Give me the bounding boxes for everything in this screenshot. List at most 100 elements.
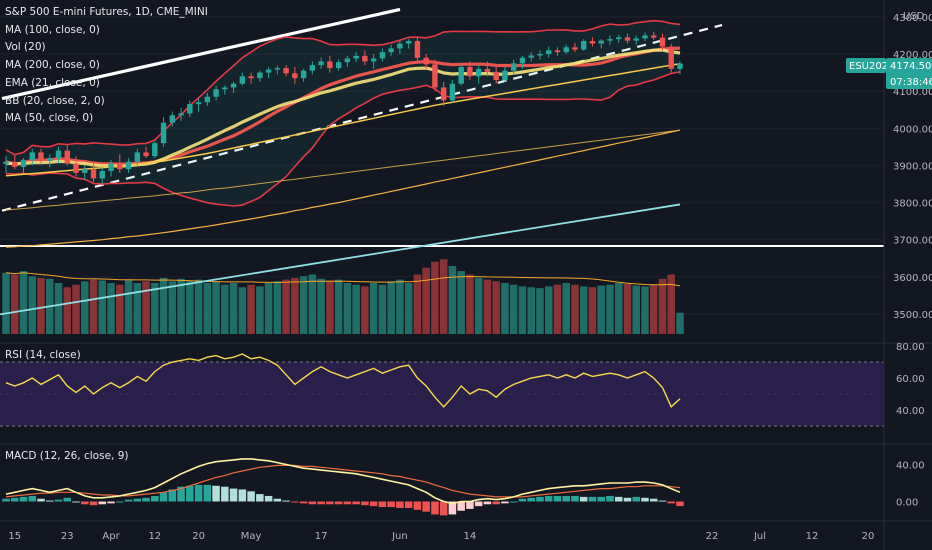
candlesticks[interactable] [3,31,683,184]
volume-bar [63,287,72,334]
indicator-ema21[interactable]: EMA (21, close, 0) [5,76,100,89]
volume-bar [658,278,667,334]
volume-bar [299,276,308,334]
macd-histogram-bar [107,501,115,504]
indicator-ma200[interactable]: MA (200, close, 0) [5,59,100,72]
candle-body [545,50,552,54]
date-tick: Jun [391,531,408,542]
candle-body [248,76,254,79]
macd-histogram-bar [2,498,10,502]
candle-body [405,41,412,44]
indicator-ma50[interactable]: MA (50, close, 0) [5,112,94,125]
volume-bar [221,284,229,334]
candle-body [668,46,674,69]
candle-body [187,104,193,114]
volume-ma-line [5,272,681,287]
candle-body [73,163,79,173]
macd-histogram-bar [501,501,509,504]
upper-trendline [1,7,401,101]
candle-body [12,161,18,167]
price-tick: 4100.00 [893,87,932,98]
macd-histogram-bar [352,501,360,505]
macd-line [5,458,681,505]
macd-histogram-bar [562,495,570,502]
macd-histogram-bar [632,496,640,502]
candle-body [108,163,114,171]
indicator-bb[interactable]: BB (20, close, 2, 0) [5,94,105,107]
macd-histogram-bar [606,495,614,502]
macd-histogram-bar [492,501,500,505]
macd-histogram-bar [177,486,185,502]
rsi-pane-label[interactable]: RSI (14, close) [5,349,81,361]
trendlines[interactable] [0,7,884,316]
candle-body [440,87,447,101]
macd-pane-label[interactable]: MACD (12, 26, close, 9) [5,450,129,462]
candle-body [143,152,149,157]
volume-bar [10,274,19,334]
macd-histogram-bar [448,501,457,515]
candle-body [353,55,359,59]
macd-histogram-bar [422,501,430,512]
macd-histogram-bar [168,489,177,502]
volume-bar [107,283,115,334]
candle-body [537,54,543,56]
date-tick: 12 [806,531,819,542]
volume-bar [81,281,89,334]
volume-bar [369,283,378,334]
candle-body [493,71,499,80]
last-price-label: ESU2021 4174.50 07:38:46 [846,58,932,89]
rsi-tick: 40.00 [896,406,925,417]
candle-body [659,37,666,47]
candle-body [29,152,35,160]
macd-histogram-bar [98,501,107,505]
symbol-title[interactable]: S&P 500 E-mini Futures, 1D, CME_MINI [5,6,208,18]
macd-histogram-bar [509,501,518,503]
legend[interactable]: S&P 500 E-mini Futures, 1D, CME_MINI MA … [5,4,208,128]
volume-bar [597,285,605,334]
volume-bar [159,277,168,334]
volume-bar [194,279,203,334]
volume-bar [527,287,535,334]
date-tick: Jul [753,531,766,542]
indicator-vol[interactable]: Vol (20) [5,41,46,54]
date-axis[interactable]: 15 23 Apr 12 20 May 17 Jun 14 22 Jul 12 20 [8,531,874,542]
candle-body [230,83,237,88]
candle-body [467,67,473,77]
volume-bar [474,277,483,334]
candle-body [82,169,88,173]
volume-bar [387,281,395,334]
volume-bar [37,277,45,334]
macd-histogram-bar [676,501,684,507]
macd-tick: 40.00 [896,461,925,472]
volume-bar [649,284,658,334]
candle-body [318,61,324,66]
volume-bar [133,283,142,334]
indicator-ma100[interactable]: MA (100, close, 0) [5,23,100,36]
date-tick: 15 [8,531,21,542]
date-tick: 20 [192,531,205,542]
macd-histogram-bar [457,501,465,511]
price-tick: 3700.00 [893,236,932,247]
candle-body [423,57,429,65]
volume-bar [378,284,387,334]
ma200-line [5,129,681,211]
volume-bar [177,278,185,334]
volume-bar [623,283,632,334]
price-tick: 3800.00 [893,199,932,210]
candle-body [458,67,464,84]
volume-bar [28,276,37,334]
macd-histogram-bar [649,498,658,502]
macd-histogram-bar [63,497,72,502]
last-symbol: ESU2021 [849,61,894,72]
volume-bar [317,278,325,334]
candle-body [335,62,342,69]
volume-bar [212,281,220,334]
price-tick: 3500.00 [893,310,932,321]
volume-bar [676,312,684,334]
volume-bar [396,279,404,334]
candle-body [204,96,211,103]
candle-body [651,35,657,38]
